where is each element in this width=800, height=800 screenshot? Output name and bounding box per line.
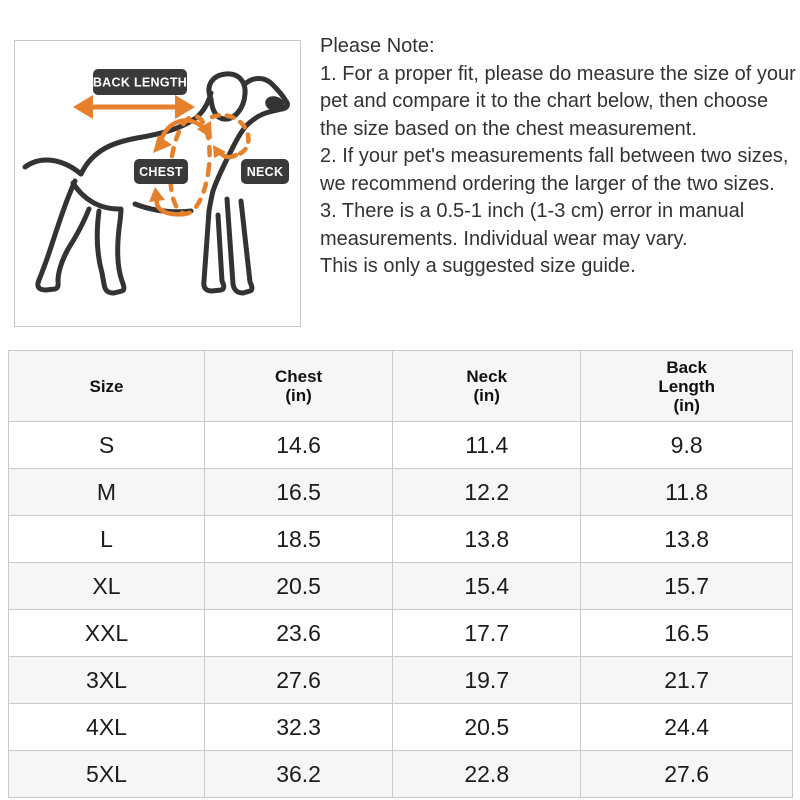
chest-cell: 27.6 (203, 656, 394, 704)
dog-front-leg-far (224, 196, 255, 296)
chest-label-bg (134, 159, 188, 184)
dog-front-leg-near (201, 208, 227, 294)
back-length-cell: 16.5 (580, 609, 793, 657)
col-header-chest: Chest (in) (203, 350, 394, 422)
neck-cell: 20.5 (392, 703, 582, 751)
size-cell: 4XL (8, 703, 205, 751)
col-header-size-label: Size (89, 376, 124, 396)
size-table-header: Size Chest (in) Neck (in) Back Length (i… (8, 350, 793, 422)
table-row-3xl: 3XL 27.6 19.7 21.7 (8, 656, 793, 704)
dog-hind-leg-near (35, 178, 92, 293)
size-cell: L (8, 515, 205, 563)
back-length-cell: 27.6 (580, 750, 793, 798)
neck-cell: 15.4 (392, 562, 582, 610)
chest-cell: 16.5 (203, 468, 394, 516)
neck-cell: 12.2 (392, 468, 582, 516)
col-header-back-length: Back Length (in) (580, 350, 793, 422)
back-length-cell: 9.8 (580, 421, 793, 469)
back-length-label: BACK LENGTH (93, 69, 187, 95)
chest-cell: 23.6 (203, 609, 394, 657)
neck-cell: 13.8 (392, 515, 582, 563)
neck-label-bg (241, 159, 289, 184)
size-table-body: S 14.6 11.4 9.8 M 16.5 12.2 11.8 L 18.5 … (8, 421, 793, 798)
chest-cell: 36.2 (203, 750, 394, 798)
notes-panel: Please Note: 1. For a proper fit, please… (320, 33, 798, 281)
dog-hind-leg-far (94, 206, 127, 296)
chest-cell: 18.5 (203, 515, 394, 563)
table-row-xl: XL 20.5 15.4 15.7 (8, 562, 793, 610)
table-row-m: M 16.5 12.2 11.8 (8, 468, 793, 516)
chest-bottom-arrowhead (149, 187, 165, 202)
chest-cell: 20.5 (203, 562, 394, 610)
size-cell: 3XL (8, 656, 205, 704)
back-length-arrowhead-right (175, 95, 195, 119)
chest-label: CHEST (134, 159, 188, 184)
notes-heading: Please Note: (320, 35, 435, 57)
chest-label-text: CHEST (139, 165, 183, 179)
dog-chest-front (206, 150, 233, 214)
size-cell: 5XL (8, 750, 205, 798)
note-item-2: 2. If your pet's measurements fall betwe… (320, 145, 789, 195)
chest-bottom-arrow-arc (154, 196, 188, 217)
col-header-size: Size (8, 350, 205, 422)
dog-measurement-diagram: BACK LENGTH CHEST NECK (14, 40, 301, 327)
dog-thigh (70, 180, 122, 212)
measurement-marks (73, 95, 251, 217)
dog-nose (265, 96, 285, 112)
neck-cell: 17.7 (392, 609, 582, 657)
back-length-cell: 15.7 (580, 562, 793, 610)
size-chart-table: Size Chest (in) Neck (in) Back Length (i… (8, 350, 793, 798)
chest-arc-arrowhead-right (197, 121, 212, 139)
col-header-neck: Neck (in) (392, 350, 582, 422)
dog-tail (22, 157, 84, 177)
note-item-3: 3. There is a 0.5-1 inch (1-3 cm) error … (320, 200, 745, 250)
dog-diagram-svg: BACK LENGTH CHEST NECK (22, 69, 290, 296)
dog-outline-drawing (22, 71, 290, 296)
back-length-cell: 11.8 (580, 468, 793, 516)
table-row-l: L 18.5 13.8 13.8 (8, 515, 793, 563)
neck-label-text: NECK (247, 165, 284, 179)
size-cell: XL (8, 562, 205, 610)
dog-head (227, 76, 290, 156)
table-row-4xl: 4XL 32.3 20.5 24.4 (8, 703, 793, 751)
back-length-cell: 24.4 (580, 703, 793, 751)
chest-cell: 32.3 (203, 703, 394, 751)
size-cell: XXL (8, 609, 205, 657)
chest-cell: 14.6 (203, 421, 394, 469)
back-length-cell: 13.8 (580, 515, 793, 563)
chest-arc-arrowhead-left (153, 135, 172, 153)
back-length-label-text: BACK LENGTH (93, 76, 187, 90)
dog-ear (206, 71, 248, 122)
header-row: Size Chest (in) Neck (in) Back Length (i… (8, 350, 793, 422)
size-cell: M (8, 468, 205, 516)
back-length-arrowhead-left (73, 95, 93, 119)
notes-footer: This is only a suggested size guide. (320, 255, 636, 277)
neck-label: NECK (241, 159, 289, 184)
neck-cell: 11.4 (392, 421, 582, 469)
neck-cell: 19.7 (392, 656, 582, 704)
size-cell: S (8, 421, 205, 469)
note-item-1: 1. For a proper fit, please do measure t… (320, 62, 796, 140)
neck-arrowhead (213, 145, 226, 158)
table-row-s: S 14.6 11.4 9.8 (8, 421, 793, 469)
table-row-5xl: 5XL 36.2 22.8 27.6 (8, 750, 793, 798)
back-length-label-bg (93, 69, 187, 95)
back-length-cell: 21.7 (580, 656, 793, 704)
table-row-xxl: XXL 23.6 17.7 16.5 (8, 609, 793, 657)
neck-cell: 22.8 (392, 750, 582, 798)
neck-measure-arc (209, 113, 251, 158)
